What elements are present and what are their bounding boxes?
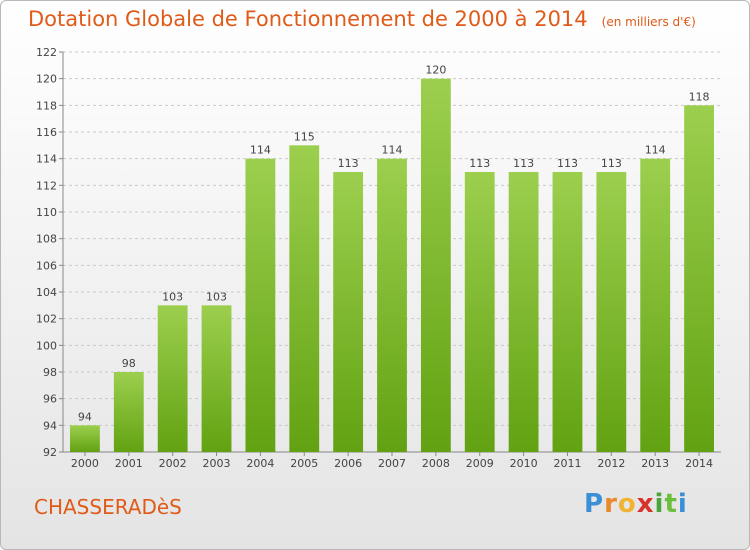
data-label: 113 [338, 157, 359, 170]
y-tick-label: 94 [43, 419, 57, 432]
data-label: 120 [425, 64, 446, 77]
bars [70, 78, 714, 453]
chart-title-text: Dotation Globale de Fonctionnement de 20… [28, 7, 588, 31]
x-tick-label: 2014 [685, 457, 713, 470]
y-tick-label: 118 [36, 99, 57, 112]
bar-2006 [333, 172, 364, 452]
bar-2005 [289, 145, 320, 453]
data-label: 113 [601, 157, 622, 170]
x-tick-label: 2001 [115, 457, 143, 470]
y-tick-label: 96 [43, 393, 57, 406]
x-tick-label: 2009 [466, 457, 494, 470]
x-tick-label: 2006 [334, 457, 362, 470]
logo-letter: t [664, 489, 678, 519]
y-tick-label: 110 [36, 206, 57, 219]
x-tick-label: 2005 [290, 457, 318, 470]
y-tick-label: 114 [36, 153, 57, 166]
y-tick-label: 120 [36, 73, 57, 86]
y-tick-label: 100 [36, 339, 57, 352]
bar-2002 [157, 305, 188, 452]
x-tick-label: 2008 [422, 457, 450, 470]
bar-2008 [420, 78, 451, 453]
y-tick-label: 122 [36, 46, 57, 59]
x-tick-label: 2003 [203, 457, 231, 470]
data-label: 113 [513, 157, 534, 170]
data-label: 115 [294, 130, 315, 143]
data-label: 103 [162, 290, 183, 303]
logo-letter: i [677, 489, 688, 519]
bar-2004 [245, 158, 276, 452]
bar-2009 [464, 172, 495, 452]
x-tick-label: 2012 [597, 457, 625, 470]
chart-title: Dotation Globale de Fonctionnement de 20… [28, 7, 696, 31]
x-tick-label: 2011 [553, 457, 581, 470]
proxiti-logo: Proxiti [584, 489, 688, 519]
bar-2012 [596, 172, 627, 452]
x-tick-label: 2007 [378, 457, 406, 470]
x-tick-label: 2004 [246, 457, 274, 470]
commune-name: CHASSERADèS [34, 495, 182, 519]
data-label: 113 [469, 157, 490, 170]
bar-2000 [70, 425, 100, 452]
y-tick-label: 106 [36, 259, 57, 272]
y-tick-label: 112 [36, 179, 57, 192]
x-tick-label: 2010 [510, 457, 538, 470]
data-label: 98 [122, 357, 136, 370]
bar-2001 [113, 372, 144, 452]
y-tick-label: 116 [36, 126, 57, 139]
data-label: 113 [557, 157, 578, 170]
logo-letter: o [617, 489, 637, 519]
bar-2013 [640, 158, 671, 452]
data-label: 103 [206, 290, 227, 303]
data-label: 114 [250, 144, 271, 157]
unit-note: (en milliers d'€) [601, 15, 696, 29]
bar-2010 [508, 172, 539, 452]
data-label: 114 [645, 144, 666, 157]
y-tick-label: 92 [43, 446, 57, 459]
logo-letter: P [584, 489, 605, 519]
data-label: 94 [78, 410, 92, 423]
logo-letter: i [654, 489, 665, 519]
bar-2011 [552, 172, 583, 452]
bar-2003 [201, 305, 232, 452]
y-tick-label: 108 [36, 233, 57, 246]
data-label: 118 [689, 90, 710, 103]
bar-2014 [684, 105, 714, 452]
logo-letter: x [636, 489, 655, 519]
labels: 92 94 96 98 100 102 104 106 108 110 112 114 116 118 12… [36, 46, 713, 470]
bar-2007 [377, 158, 407, 452]
x-tick-label: 2013 [641, 457, 669, 470]
logo-letter: r [604, 489, 618, 519]
y-tick-label: 98 [43, 366, 57, 379]
y-tick-label: 104 [36, 286, 57, 299]
x-tick-label: 2002 [159, 457, 187, 470]
x-tick-label: 2000 [71, 457, 99, 470]
y-tick-label: 102 [36, 313, 57, 326]
data-label: 114 [382, 144, 403, 157]
